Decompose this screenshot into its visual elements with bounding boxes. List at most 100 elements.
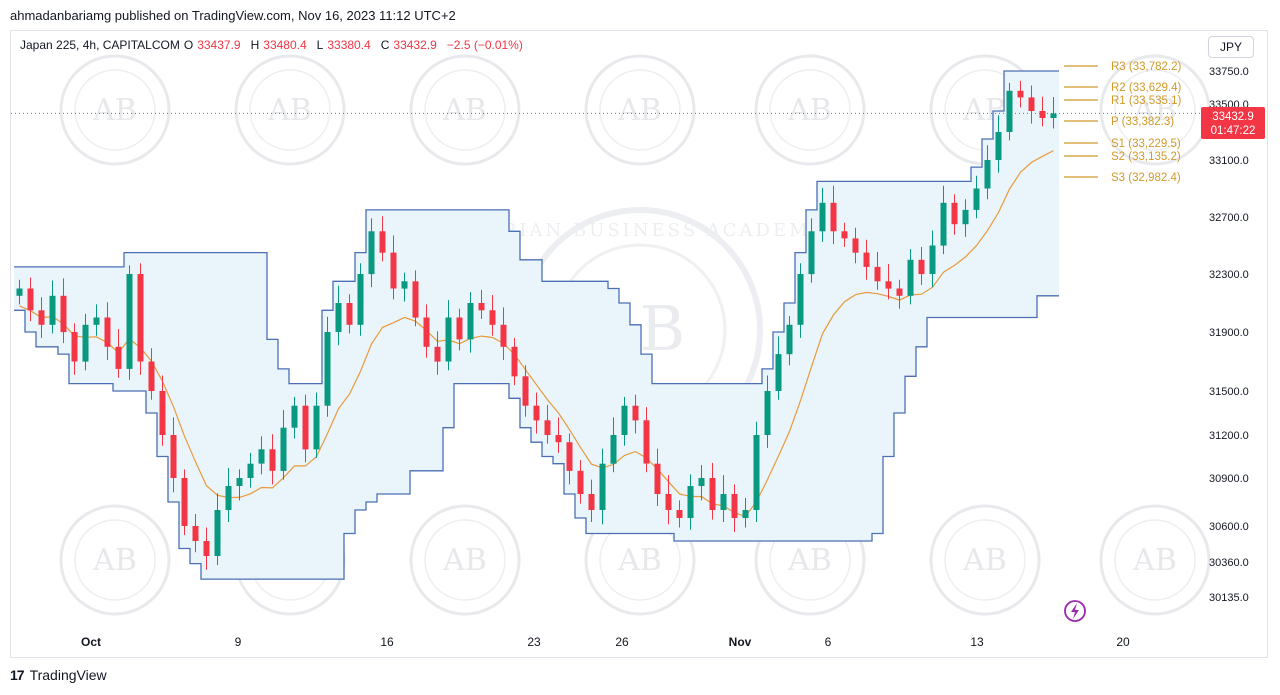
candle-body xyxy=(533,405,540,421)
watermark-monogram: AB xyxy=(1132,543,1177,578)
candle-body xyxy=(357,274,364,325)
watermark-monogram: AB xyxy=(617,93,662,128)
candle-body xyxy=(269,449,276,471)
candle-body xyxy=(500,324,507,347)
price-tag: 33432.9 01:47:22 xyxy=(1201,107,1265,139)
price-tag-countdown: 01:47:22 xyxy=(1211,125,1256,137)
candle-body xyxy=(478,303,485,311)
channel-upper-line xyxy=(14,70,1059,385)
y-tick-label: 32300.0 xyxy=(1209,269,1249,281)
y-tick-label: 33750.0 xyxy=(1209,66,1249,78)
candle-body xyxy=(940,202,947,246)
y-tick-label: 33100.0 xyxy=(1209,155,1249,167)
candle-body xyxy=(764,391,771,435)
watermark-monogram: AB xyxy=(442,93,487,128)
symbol-label: Japan 225, 4h, CAPITALCOM xyxy=(20,38,180,52)
candle-body xyxy=(27,288,34,311)
candle-body xyxy=(665,494,672,510)
candle-body xyxy=(1017,90,1024,98)
footer-brand[interactable]: 17 TradingView xyxy=(10,667,107,683)
pivot-label: R1 (33,535.1) xyxy=(1111,95,1181,107)
watermark-monogram: AB xyxy=(962,543,1007,578)
x-tick-label: 26 xyxy=(615,635,629,649)
lightning-badge[interactable] xyxy=(1064,600,1086,622)
currency-button[interactable]: JPY xyxy=(1208,36,1254,58)
candle-body xyxy=(302,405,309,450)
candle-body xyxy=(808,231,815,275)
candle-body xyxy=(929,245,936,274)
candle-body xyxy=(236,478,243,486)
low-label: L xyxy=(316,38,324,52)
low-value: 33380.4 xyxy=(327,38,371,52)
tradingview-logo-icon: 17 xyxy=(10,667,25,683)
candle-body xyxy=(621,405,628,435)
watermark-monogram: AB xyxy=(442,543,487,578)
candle-body xyxy=(610,435,617,464)
candle-body xyxy=(786,324,793,355)
candle-body xyxy=(335,303,342,332)
candle-body xyxy=(214,510,221,556)
candle-body xyxy=(654,463,661,494)
candle-body xyxy=(577,470,584,494)
candle-body xyxy=(203,541,210,556)
candle-body xyxy=(49,295,56,325)
candle-body xyxy=(973,188,980,210)
candle-body xyxy=(709,478,716,510)
candle-body xyxy=(401,281,408,289)
brand-name: TradingView xyxy=(29,667,107,683)
watermark-inner-ring xyxy=(74,519,156,601)
candle-body xyxy=(434,346,441,362)
pivot-label: S3 (32,982.4) xyxy=(1111,172,1181,184)
pivot-label: R2 (33,629.4) xyxy=(1111,82,1181,94)
candle-body xyxy=(313,405,320,450)
candle-body xyxy=(192,526,199,541)
close-value: 33432.9 xyxy=(393,38,437,52)
candle-body xyxy=(225,486,232,510)
candle-body xyxy=(522,376,529,406)
pivot-label: R3 (33,782.2) xyxy=(1111,61,1181,73)
x-tick-label: 20 xyxy=(1116,635,1130,649)
pivot-label: S2 (33,135.2) xyxy=(1111,151,1181,163)
ohlc-legend: Japan 225, 4h, CAPITALCOM O 33437.9 H 3348… xyxy=(20,38,529,52)
candle-body xyxy=(863,252,870,267)
watermark-inner-ring xyxy=(1114,519,1196,601)
candle-body xyxy=(874,266,881,282)
channel-lower-line xyxy=(14,295,1059,580)
x-tick-label: Oct xyxy=(81,635,101,649)
candle-body xyxy=(390,252,397,289)
watermark-inner-ring xyxy=(249,69,331,151)
candle-body xyxy=(962,209,969,225)
candle-body xyxy=(467,303,474,340)
candle-body xyxy=(291,405,298,428)
candle-body xyxy=(511,346,518,377)
candle-body xyxy=(258,449,265,464)
watermark-inner-ring xyxy=(424,519,506,601)
candle-body xyxy=(115,346,122,369)
candle-body xyxy=(632,405,639,421)
candle-body xyxy=(643,420,650,464)
watermark-inner-ring xyxy=(74,69,156,151)
candle-body xyxy=(753,435,760,510)
candle-body xyxy=(16,288,23,296)
watermark-monogram: AB xyxy=(787,93,832,128)
x-tick-label: 16 xyxy=(380,635,394,649)
price-axis: 33750.033500.033100.032700.032300.031900… xyxy=(1209,66,1249,604)
candle-body xyxy=(1050,113,1057,118)
candle-body xyxy=(137,274,144,362)
candle-body xyxy=(797,274,804,325)
high-value: 33480.4 xyxy=(263,38,307,52)
y-tick-label: 32700.0 xyxy=(1209,212,1249,224)
price-tag-bg xyxy=(1201,107,1265,139)
open-label: O xyxy=(183,38,194,52)
watermark-ring xyxy=(1099,504,1211,616)
candle-body xyxy=(896,288,903,296)
publisher-line: ahmadanbariamg published on TradingView.… xyxy=(10,8,456,23)
open-value: 33437.9 xyxy=(197,38,241,52)
candle-body xyxy=(159,391,166,435)
candle-body xyxy=(71,332,78,362)
lightning-glyph xyxy=(1071,603,1079,619)
candle-body xyxy=(104,317,111,347)
candle-body xyxy=(423,317,430,347)
candle-body xyxy=(346,303,353,325)
